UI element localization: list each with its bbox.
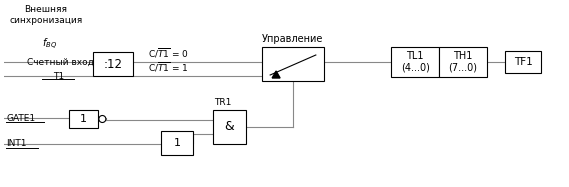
Bar: [93, 52, 133, 76]
Text: INT1: INT1: [6, 140, 27, 148]
Text: TR1: TR1: [215, 98, 232, 107]
Polygon shape: [272, 71, 280, 78]
Text: &: &: [225, 120, 234, 134]
Circle shape: [99, 116, 106, 122]
Text: GATE1: GATE1: [6, 114, 35, 122]
Bar: [69, 110, 98, 128]
Bar: [213, 110, 246, 144]
Text: TL1
(4...0): TL1 (4...0): [401, 51, 430, 73]
Text: 1: 1: [80, 114, 87, 124]
Bar: [262, 47, 324, 81]
Text: 1: 1: [174, 138, 180, 148]
Text: C/$\overline{T1}$ = 0: C/$\overline{T1}$ = 0: [148, 47, 189, 60]
Text: TH1
(7...0): TH1 (7...0): [448, 51, 477, 73]
Bar: [391, 47, 439, 77]
Text: :12: :12: [104, 57, 123, 70]
Text: C/$\overline{T1}$ = 1: C/$\overline{T1}$ = 1: [148, 61, 189, 74]
Text: $f_{BQ}$: $f_{BQ}$: [42, 37, 57, 52]
Text: Управление: Управление: [262, 34, 324, 44]
Text: TF1: TF1: [514, 57, 533, 67]
Bar: [161, 131, 193, 155]
Text: Внешняя
синхронизация: Внешняя синхронизация: [9, 5, 83, 25]
Text: Счетный вход: Счетный вход: [27, 57, 93, 67]
Bar: [439, 47, 486, 77]
Bar: [505, 51, 541, 73]
Text: T1: T1: [53, 71, 64, 80]
